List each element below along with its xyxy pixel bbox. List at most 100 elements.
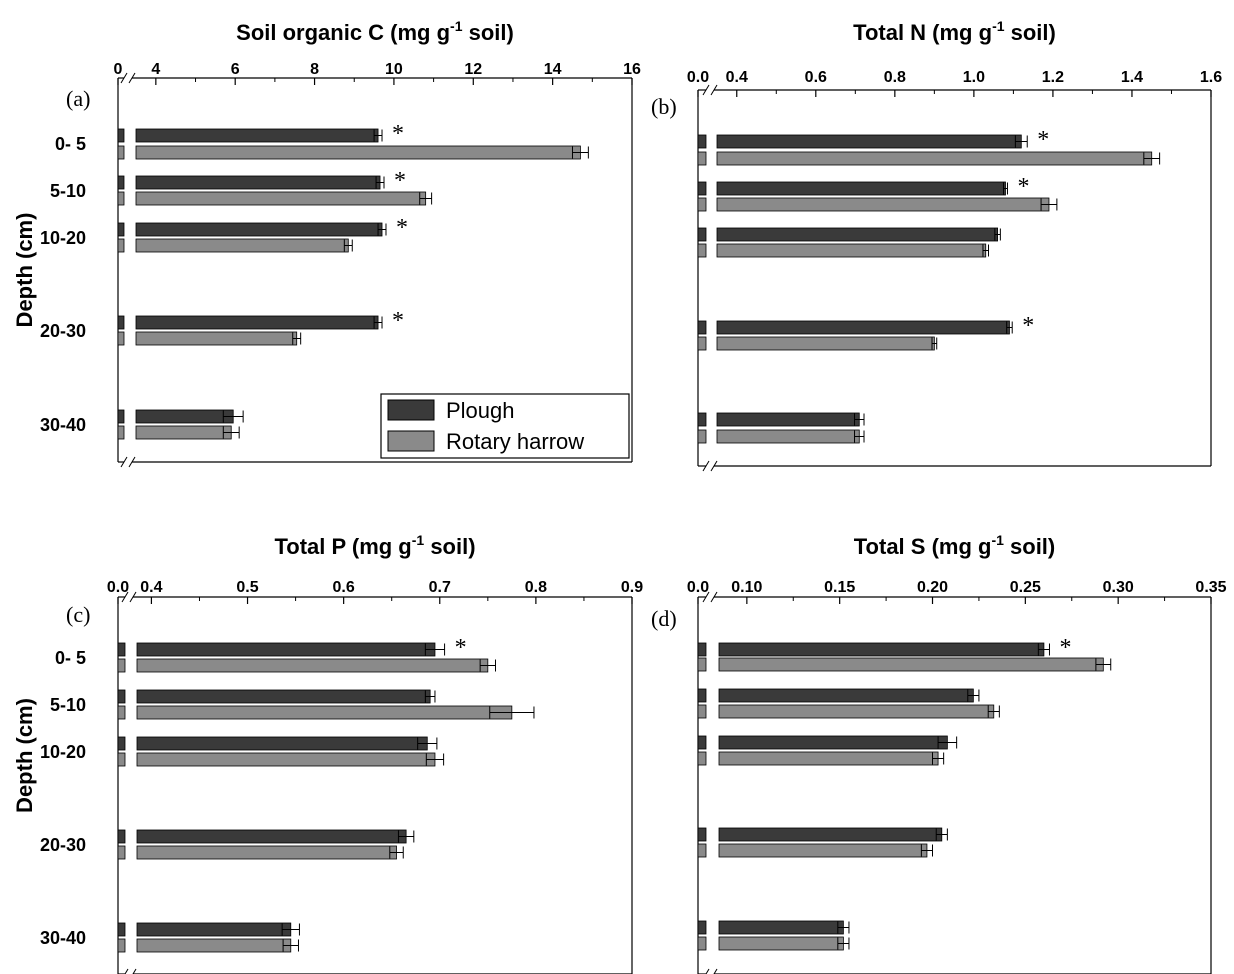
chart-title-sup: -1 <box>992 18 1005 34</box>
x-tick-label: 0.6 <box>805 69 827 86</box>
bar-rotary-harrow <box>716 197 1050 212</box>
bar-rotary-harrow <box>718 751 939 766</box>
bar-rotary-harrow <box>135 238 349 253</box>
bar-rotary-harrow <box>716 151 1153 166</box>
bar-rotary-harrow <box>136 658 489 673</box>
significance-star: * <box>1022 313 1034 339</box>
bar-rotary-harrow <box>136 705 513 720</box>
bar-plough <box>135 128 379 143</box>
axis-break-mark <box>128 72 136 84</box>
x-tick-label: 0.0 <box>107 579 129 596</box>
x-tick-label: 4 <box>151 61 160 78</box>
bar-rotary-harrow-stub <box>697 843 707 858</box>
bar-plough <box>718 735 948 750</box>
axis-break-mark <box>702 460 710 472</box>
bar-plough-stub <box>117 736 126 751</box>
panel-label: (c) <box>66 602 90 627</box>
significance-star: * <box>392 121 404 147</box>
significance-star: * <box>392 308 404 334</box>
panel-label: (a) <box>66 86 90 111</box>
x-tick-label: 10 <box>385 61 403 78</box>
bar-rotary-harrow-stub <box>117 238 125 253</box>
x-tick-label: 1.4 <box>1121 69 1143 86</box>
x-tick-label: 6 <box>231 61 240 78</box>
chart-panel: Soil organic C (mg g-1 soil) 0 4 6 8 10 12 14 16… <box>12 18 641 468</box>
legend-label-plough: Plough <box>446 398 515 423</box>
x-tick-label: 0.9 <box>621 579 643 596</box>
axis-break-mark <box>702 84 710 96</box>
bar-plough-stub <box>117 222 125 237</box>
x-tick-label: 0 <box>114 61 123 78</box>
bar-plough-stub <box>117 922 126 937</box>
y-tick-label: 10-20 <box>40 742 86 762</box>
y-tick-label: 10-20 <box>40 228 86 248</box>
x-tick-label: 8 <box>310 61 319 78</box>
chart-title-part: Soil organic C (mg g <box>236 20 450 45</box>
x-tick-label: 0.0 <box>687 579 709 596</box>
bar-plough <box>716 181 1006 196</box>
bar-plough-stub <box>697 920 707 935</box>
x-tick-label: 0.35 <box>1195 579 1226 596</box>
axis-break-mark <box>121 591 129 603</box>
bar-plough-stub <box>117 642 126 657</box>
bar-plough-stub <box>117 689 126 704</box>
bar-plough <box>718 920 844 935</box>
bar-plough-stub <box>117 829 126 844</box>
chart-panel: Total S (mg g-1 soil) 0.0 0.10 0.15 0.20 0.25… <box>651 532 1227 974</box>
bar-rotary-harrow <box>136 938 292 953</box>
chart-title: Total N (mg g-1 soil) <box>853 18 1056 45</box>
legend-swatch-rotary-harrow <box>387 430 435 452</box>
axis-break-mark <box>120 456 128 468</box>
bar-rotary-harrow <box>135 425 232 440</box>
bar-plough <box>718 827 943 842</box>
x-tick-label: 0.5 <box>236 579 258 596</box>
y-axis-label: Depth (cm) <box>12 698 37 813</box>
legend: Plough Rotary harrow <box>380 393 630 459</box>
bar-plough <box>135 222 383 237</box>
x-tick-label: 0.8 <box>525 579 547 596</box>
bar-plough-stub <box>697 688 707 703</box>
axis-break-mark <box>713 968 718 974</box>
y-axis-label: Depth (cm) <box>12 213 37 328</box>
chart-title-part: Total P (mg g <box>274 534 411 559</box>
bar-plough-stub <box>117 175 125 190</box>
chart-title-sup: -1 <box>991 532 1004 548</box>
bar-plough-stub <box>697 181 707 196</box>
bar-rotary-harrow-stub <box>697 657 707 672</box>
bar-plough <box>135 315 379 330</box>
bar-rotary-harrow-stub <box>117 752 126 767</box>
bar-rotary-harrow-stub <box>117 425 125 440</box>
bar-rotary-harrow-stub <box>697 704 707 719</box>
bar-rotary-harrow-stub <box>697 336 707 351</box>
bar-plough <box>718 642 1045 657</box>
bar-plough <box>716 320 1010 335</box>
bar-plough-stub <box>697 827 707 842</box>
bar-rotary-harrow-stub <box>117 658 126 673</box>
bar-plough <box>135 175 381 190</box>
bar-rotary-harrow-stub <box>117 705 126 720</box>
axis-break-mark <box>124 968 129 974</box>
chart-title-part: soil) <box>463 20 514 45</box>
y-tick-label: 30-40 <box>40 928 86 948</box>
x-tick-label: 1.0 <box>963 69 985 86</box>
significance-star: * <box>455 635 467 661</box>
chart-title-part: soil) <box>1005 20 1056 45</box>
x-tick-label: 0.30 <box>1103 579 1134 596</box>
bar-plough <box>716 227 998 242</box>
axis-break-mark <box>120 72 128 84</box>
axis-break-mark <box>702 591 710 603</box>
chart-title-sup: -1 <box>412 532 425 548</box>
bar-rotary-harrow <box>136 845 397 860</box>
bar-plough-stub <box>697 320 707 335</box>
bar-rotary-harrow-stub <box>697 151 707 166</box>
bar-rotary-harrow <box>718 936 844 951</box>
x-tick-label: 16 <box>623 61 641 78</box>
x-tick-label: 0.20 <box>917 579 948 596</box>
axis-break-mark <box>128 456 136 468</box>
y-tick-label: 0- 5 <box>55 648 86 668</box>
significance-star: * <box>1037 127 1049 153</box>
x-tick-label: 1.2 <box>1042 69 1064 86</box>
bar-rotary-harrow-stub <box>697 197 707 212</box>
x-tick-label: 0.4 <box>726 69 748 86</box>
